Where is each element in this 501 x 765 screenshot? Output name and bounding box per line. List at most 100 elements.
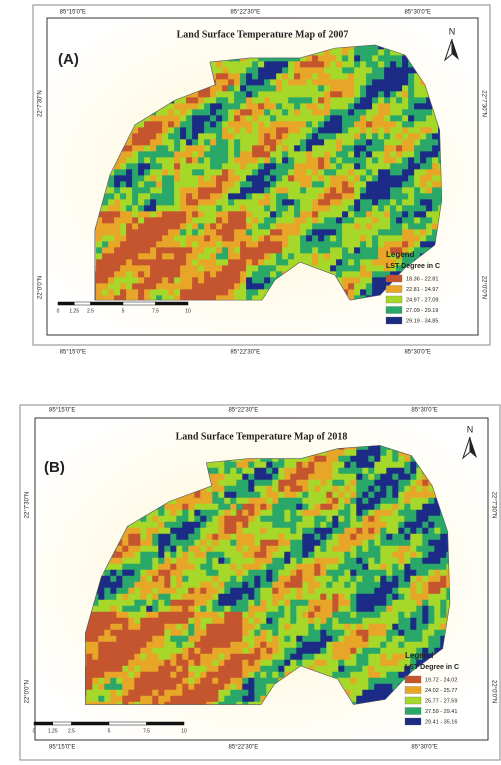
map-cell [300, 253, 307, 260]
map-cell [252, 67, 259, 74]
map-cell [102, 235, 109, 242]
map-cell [182, 551, 189, 559]
map-cell [318, 121, 325, 128]
map-cell [260, 461, 267, 469]
map-cell [182, 515, 189, 523]
map-cell [104, 623, 111, 631]
map-cell [414, 205, 421, 212]
map-cell [236, 539, 243, 547]
map-cell [224, 461, 231, 469]
map-cell [434, 563, 441, 571]
map-cell [386, 641, 393, 649]
map-cell [260, 599, 267, 607]
map-cell [276, 253, 283, 260]
map-cell [116, 569, 123, 577]
map-cell [276, 169, 283, 176]
map-cell [404, 509, 411, 517]
map-cell [248, 647, 255, 655]
map-cell [332, 527, 339, 535]
map-cell [264, 259, 271, 266]
map-cell [294, 187, 301, 194]
map-cell [246, 133, 253, 140]
map-cell [342, 247, 349, 254]
map-cell [422, 521, 429, 529]
map-cell [324, 109, 331, 116]
map-cell [324, 151, 331, 158]
map-cell [356, 455, 363, 463]
map-cell [212, 617, 219, 625]
map-cell [350, 485, 357, 493]
map-cell [158, 569, 165, 577]
map-cell [246, 265, 253, 272]
map-cell [218, 539, 225, 547]
map-cell [366, 175, 373, 182]
map-cell [302, 593, 309, 601]
map-cell [306, 151, 313, 158]
map-cell [324, 193, 331, 200]
map-cell [308, 527, 315, 535]
map-cell [396, 163, 403, 170]
map-cell [182, 629, 189, 637]
map-cell [236, 569, 243, 577]
map-cell [390, 271, 397, 278]
map-cell [228, 259, 235, 266]
map-cell [300, 181, 307, 188]
map-cell [300, 115, 307, 122]
map-cell [198, 253, 205, 260]
map-cell [164, 587, 171, 595]
map-cell [234, 295, 241, 301]
map-cell [350, 545, 357, 553]
map-cell [432, 205, 439, 212]
map-cell [194, 647, 201, 655]
map-cell [116, 611, 123, 619]
map-cell [146, 551, 153, 559]
map-cell [86, 659, 93, 667]
map-cell [168, 139, 175, 146]
map-cell [164, 605, 171, 613]
map-cell [176, 563, 183, 571]
map-cell [356, 611, 363, 619]
map-cell [212, 467, 219, 475]
map-cell [282, 181, 289, 188]
map-cell [426, 139, 433, 146]
map-cell [240, 247, 247, 254]
map-cell [390, 247, 397, 254]
map-cell [362, 623, 369, 631]
map-cell [308, 635, 315, 643]
map-cell [246, 181, 253, 188]
map-cell [152, 653, 159, 661]
map-cell [428, 599, 435, 607]
map-cell [104, 659, 111, 667]
map-cell [218, 659, 225, 667]
map-cell [276, 115, 283, 122]
map-cell [380, 593, 387, 601]
map-cell [174, 295, 181, 301]
map-cell [132, 133, 139, 140]
map-cell [368, 467, 375, 475]
map-cell [294, 217, 301, 224]
map-cell [248, 665, 255, 673]
map-cell [404, 599, 411, 607]
map-cell [374, 587, 381, 595]
map-cell [222, 253, 229, 260]
map-cell [132, 235, 139, 242]
map-cell [308, 569, 315, 577]
map-cell [246, 271, 253, 278]
map-cell [344, 533, 351, 541]
map-cell [98, 593, 105, 601]
map-cell [216, 181, 223, 188]
map-cell [164, 653, 171, 661]
map-cell [236, 623, 243, 631]
map-cell [302, 539, 309, 547]
map-cell [396, 97, 403, 104]
map-cell [126, 139, 133, 146]
map-cell [312, 109, 319, 116]
map-cell [200, 665, 207, 673]
map-cell [384, 73, 391, 80]
map-cell [164, 533, 171, 541]
map-cell [158, 521, 165, 529]
map-cell [228, 115, 235, 122]
map-cell [128, 575, 135, 583]
map-cell [150, 139, 157, 146]
map-cell [320, 647, 327, 655]
